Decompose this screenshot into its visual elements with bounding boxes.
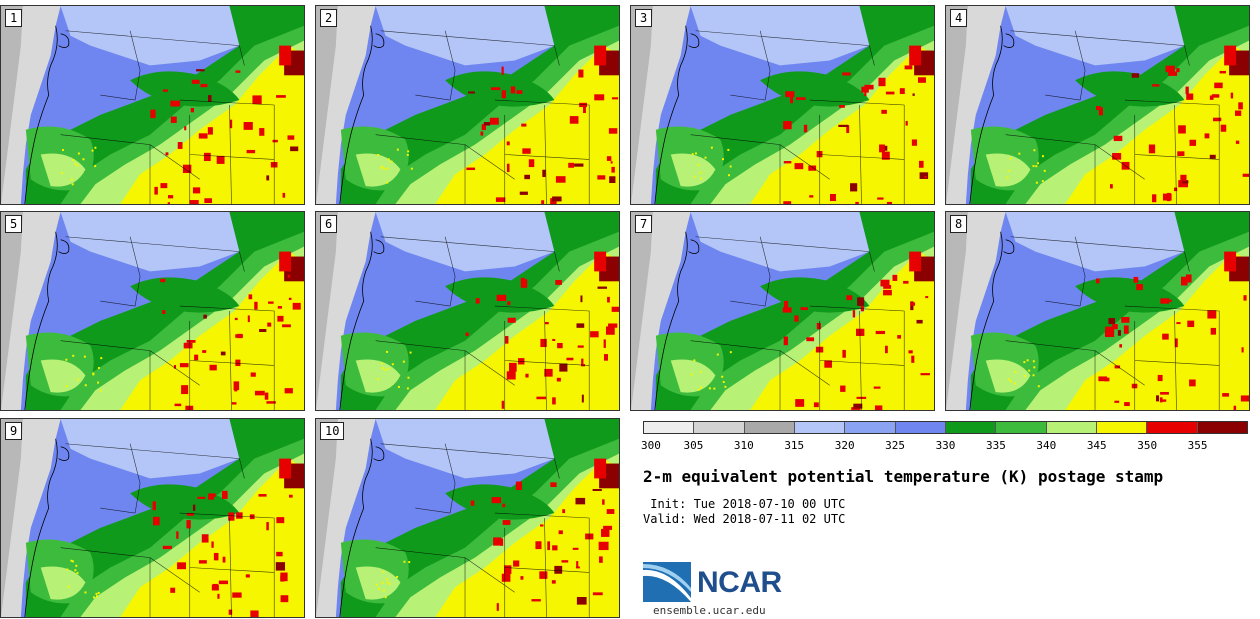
map-panel: 8 [945,211,1250,411]
colorbar-tick-label: 340 [1036,439,1057,452]
init-time: Init: Tue 2018-07-10 00 UTC [643,497,846,511]
colorbar-segment [1197,422,1247,433]
colorbar-tick-label: 345 [1086,439,1107,452]
colorbar-segment [794,422,846,433]
panel-number-label: 6 [320,215,338,233]
colorbar [643,421,1248,434]
colorbar-segment [744,422,795,433]
colorbar-segment [945,422,997,433]
colorbar-segment [895,422,946,433]
map-panel: 7 [630,211,935,411]
colorbar-tick-label: 355 [1187,439,1208,452]
map-panel: 10 [315,418,620,618]
colorbar-tick-label: 320 [834,439,855,452]
colorbar-segment [1046,422,1097,433]
logo-wordmark: NCAR [697,566,782,599]
valid-time: Valid: Wed 2018-07-11 02 UTC [643,512,846,526]
colorbar-tick-label: 315 [784,439,805,452]
colorbar-tick-label: 330 [935,439,956,452]
logo-url: ensemble.ucar.edu [653,604,766,617]
colorbar-tick-label: 305 [683,439,704,452]
colorbar-tick-label: 350 [1137,439,1158,452]
figure-title: 2-m equivalent potential temperature (K)… [643,467,1164,486]
colorbar-tick-label: 310 [733,439,754,452]
panel-number-label: 4 [950,9,968,27]
colorbar-tick-label: 335 [985,439,1006,452]
panel-number-label: 5 [5,215,23,233]
colorbar-segment [694,422,745,433]
map-panel: 4 [945,5,1250,205]
panel-number-label: 10 [320,422,345,440]
panel-number-label: 7 [635,215,653,233]
panel-number-label: 9 [5,422,23,440]
panel-number-label: 3 [635,9,653,27]
panel-number-label: 1 [5,9,23,27]
map-panel: 1 [0,5,305,205]
colorbar-segment [845,422,896,433]
colorbar-ticks: 300 305 310 315 320 325 330 335 340 345 350 355 [641,439,1248,453]
colorbar-segment [996,422,1047,433]
map-panel: 5 [0,211,305,411]
panel-number-label: 8 [950,215,968,233]
colorbar-tick-label: 325 [885,439,906,452]
colorbar-segment [1147,422,1198,433]
ncar-logo-icon [643,562,691,602]
map-panel: 2 [315,5,620,205]
colorbar-tick-label: 300 [641,439,661,452]
colorbar-segment [644,422,695,433]
panel-number-label: 2 [320,9,338,27]
map-panel: 6 [315,211,620,411]
map-panel: 3 [630,5,935,205]
colorbar-segment [1096,422,1148,433]
map-panel: 9 [0,418,305,618]
